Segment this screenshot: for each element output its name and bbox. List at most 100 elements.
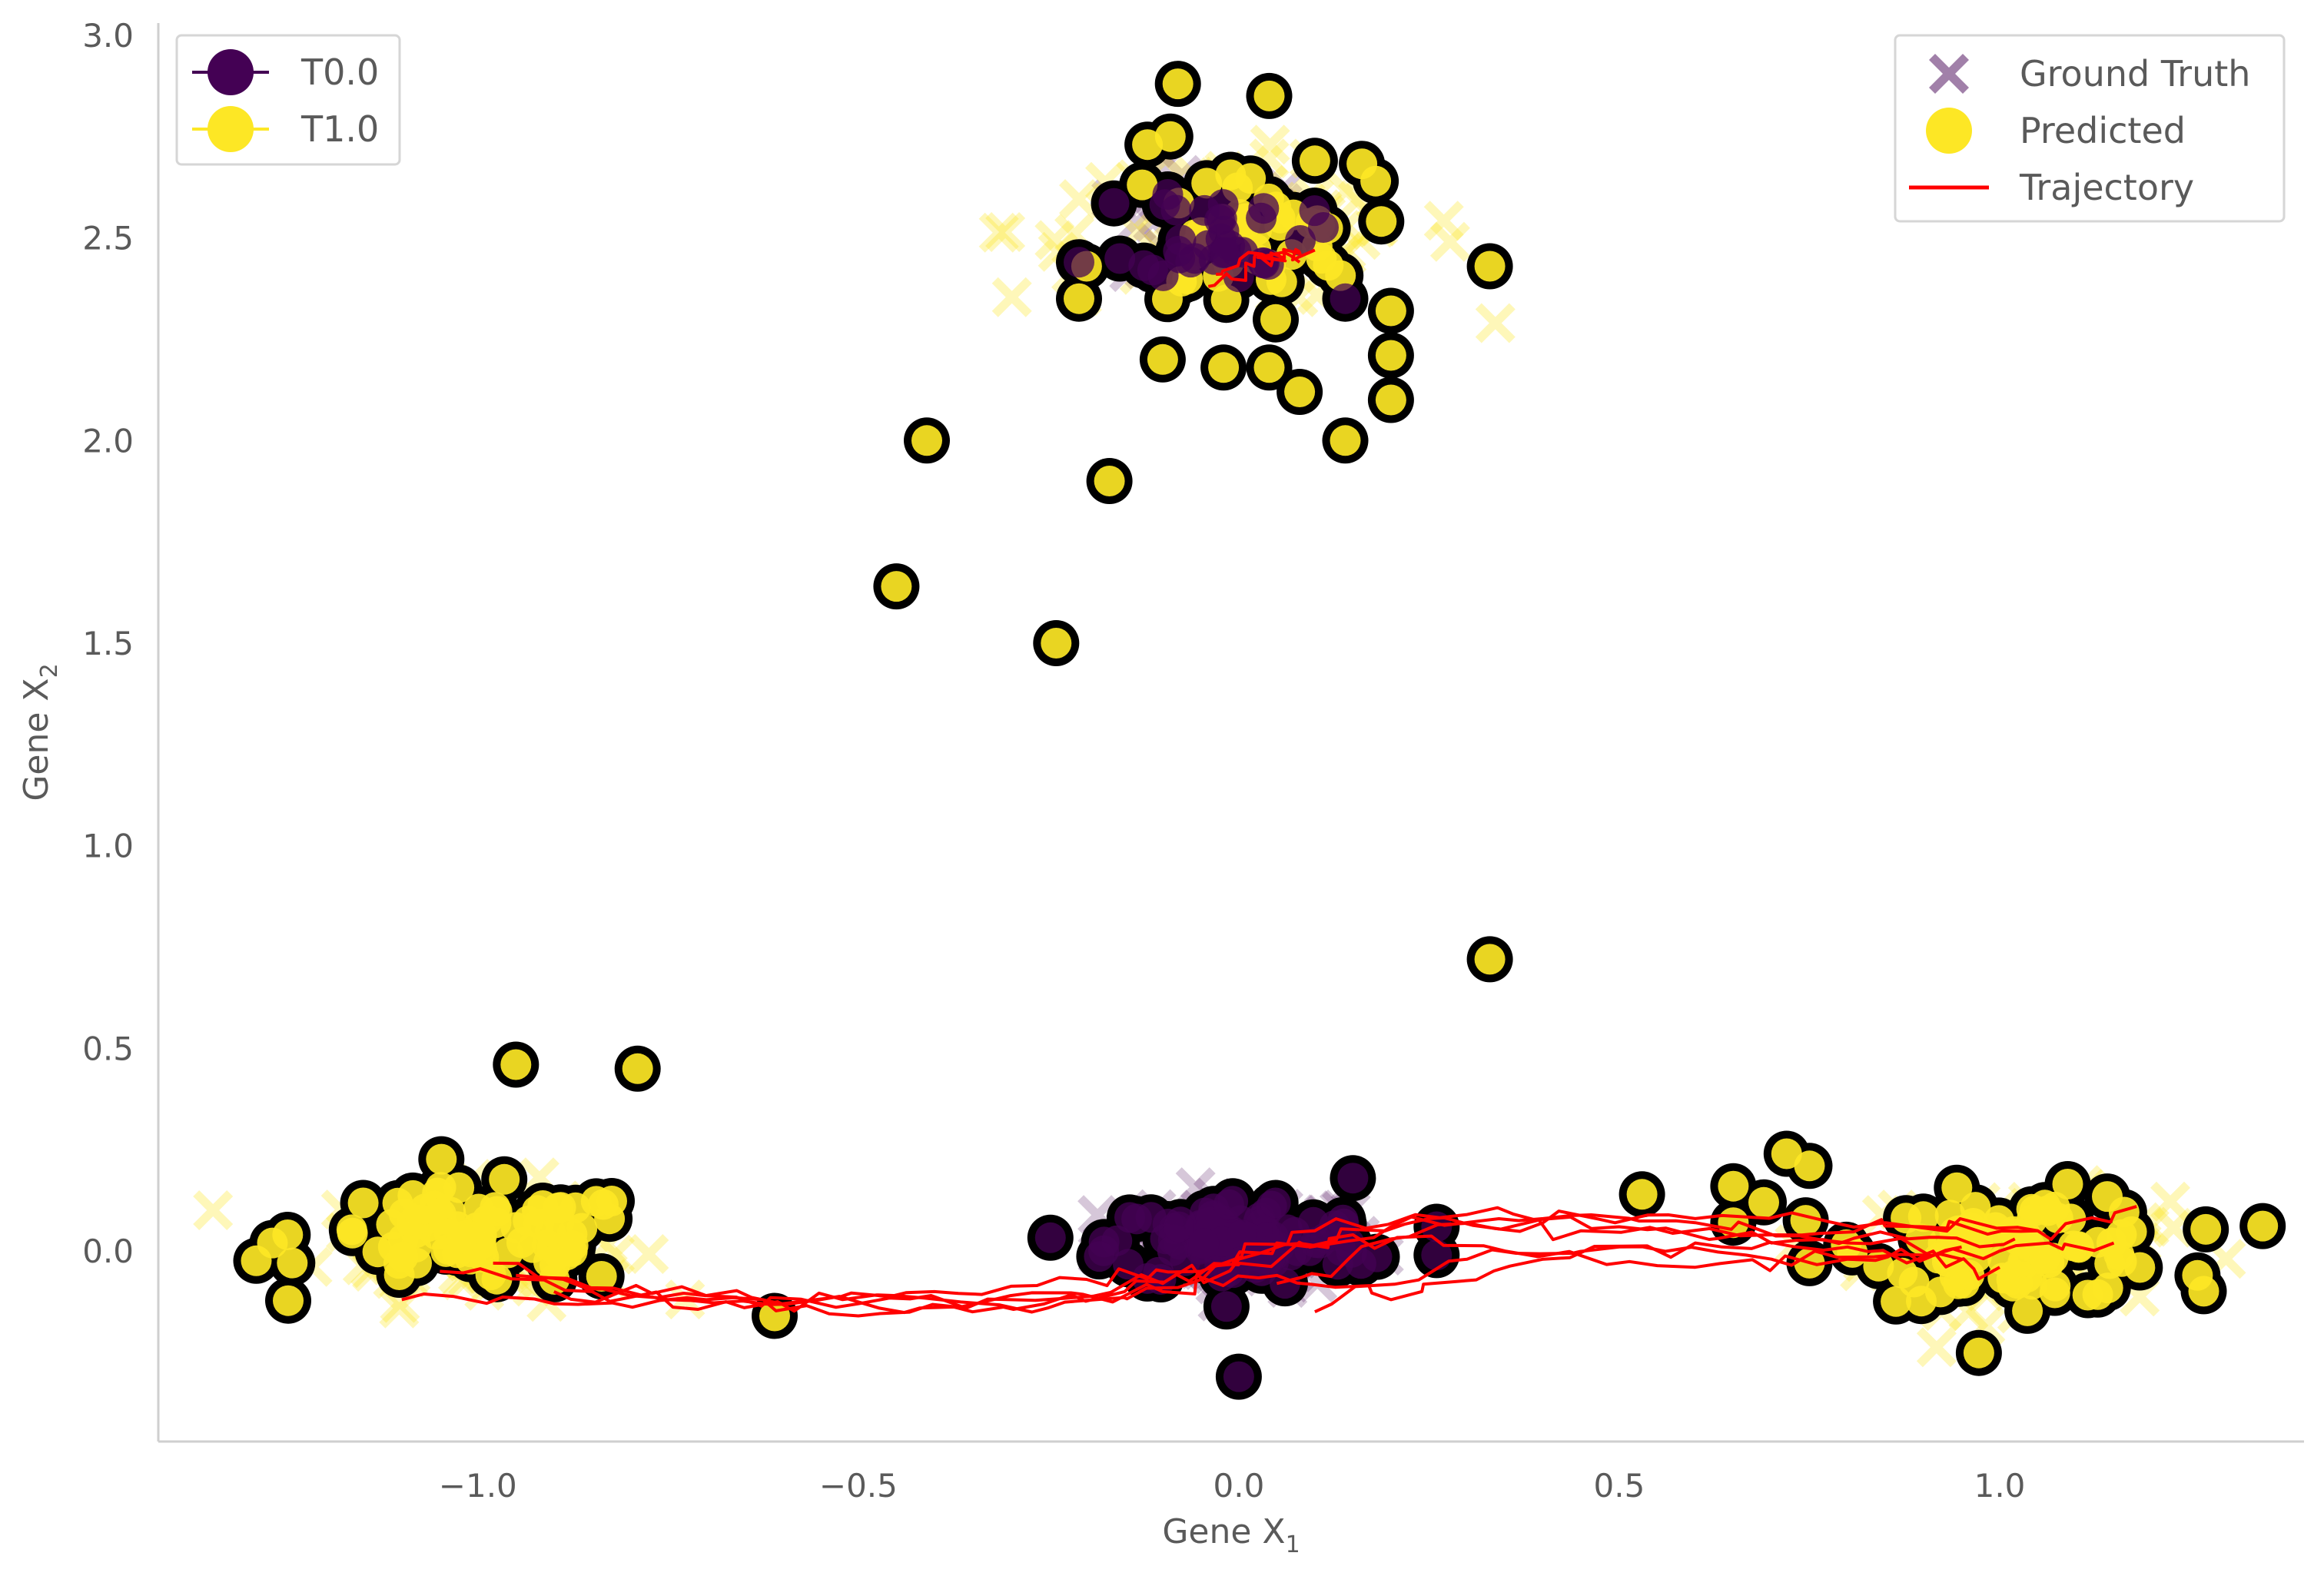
trajectory-line [1216, 251, 1301, 276]
prediction-marker [1217, 1186, 1249, 1217]
ground-truth-marker [2153, 1207, 2194, 1248]
prediction-marker [1907, 1201, 1939, 1233]
prediction-marker [586, 1261, 617, 1292]
ground-truth-marker [1916, 1327, 1957, 1368]
prediction-marker [1210, 284, 1242, 316]
prediction-marker [1064, 247, 1094, 278]
y-tick-labels: 0.0 0.5 1.0 1.5 2.0 2.5 3.0 [82, 17, 134, 1270]
prediction-marker [1162, 68, 1194, 100]
prediction-marker [1235, 163, 1267, 194]
prediction-marker [1300, 1227, 1331, 1259]
prediction-marker [1898, 1266, 1930, 1298]
prediction-marker [557, 1230, 589, 1261]
prediction-marker [2190, 1213, 2222, 1245]
ground-truth-marker [985, 212, 1026, 252]
prediction-marker [1330, 425, 1361, 456]
prediction-marker [1771, 1138, 1802, 1170]
prediction-marker [2052, 1169, 2083, 1199]
prediction-marker [1191, 168, 1223, 199]
prediction-marker [1210, 1291, 1242, 1322]
ground-truth-marker [629, 1234, 669, 1274]
legend-t0-label: T0.0 [300, 51, 379, 93]
prediction-marker [1794, 1150, 1825, 1182]
trajectory-line [1276, 1205, 2137, 1286]
ground-truth-marker [978, 212, 1019, 253]
ground-truth-marker [991, 277, 1032, 317]
prediction-marker [1253, 352, 1285, 383]
y-axis-title: Gene X2 [17, 663, 63, 801]
y-tick-label: 1.0 [82, 828, 134, 865]
prediction-marker [588, 1189, 619, 1220]
prediction-marker [387, 1241, 419, 1272]
prediction-marker [1064, 283, 1094, 314]
prediction-marker [1223, 1361, 1254, 1392]
prediction-marker [1375, 384, 1406, 416]
prediction-marker [1285, 225, 1316, 256]
prediction-marker [1790, 1205, 1821, 1236]
prediction-marker [410, 1193, 440, 1225]
y-tick-label: 0.5 [82, 1030, 134, 1067]
prediction-marker [1474, 251, 1506, 282]
prediction-marker [489, 1163, 520, 1195]
legend-t0-marker [208, 49, 254, 95]
prediction-marker [1253, 80, 1285, 111]
prediction-marker [2094, 1248, 2126, 1279]
legend-predicted-marker [1926, 108, 1972, 154]
prediction-marker [277, 1247, 308, 1279]
prediction-marker [1154, 121, 1186, 152]
prediction-marker [2012, 1295, 2043, 1326]
prediction-marker [1375, 340, 1406, 371]
prediction-marker [1361, 1241, 1393, 1272]
x-tick-label: 1.0 [1974, 1467, 2026, 1505]
legend-predicted-label: Predicted [2020, 110, 2186, 151]
x-tick-label: 0.5 [1594, 1467, 1645, 1505]
prediction-marker [2029, 1243, 2060, 1274]
y-tick-label: 0.0 [82, 1233, 134, 1270]
trajectory-line [553, 1240, 1962, 1309]
x-axis-title-subscript: 1 [1286, 1531, 1300, 1558]
trajectory-layer [401, 247, 2137, 1318]
prediction-marker [500, 1049, 532, 1080]
prediction-marker [1208, 352, 1240, 383]
ground-truth-marker [193, 1190, 234, 1230]
plot-area [193, 61, 2286, 1400]
trajectory-line [516, 1233, 1962, 1315]
prediction-marker [1098, 187, 1130, 219]
prediction-marker [622, 1053, 653, 1084]
prediction-marker [1160, 194, 1192, 226]
prediction-marker [2072, 1279, 2103, 1311]
prediction-marker [1210, 237, 1241, 268]
prediction-marker [480, 1192, 511, 1223]
prediction-marker [1206, 203, 1237, 234]
prediction-marker [1227, 1219, 1257, 1251]
prediction-marker [1366, 206, 1397, 237]
legend-ground-truth-label: Ground Truth [2020, 53, 2250, 95]
prediction-marker [1260, 304, 1291, 335]
legend-t1-label: T1.0 [300, 108, 379, 150]
legend-ground-truth-marker [1929, 54, 1969, 94]
prediction-marker [1094, 466, 1125, 496]
ground-truth-marker [1429, 221, 1470, 262]
prediction-marker [1330, 283, 1361, 314]
prediction-marker [2039, 1277, 2070, 1309]
y-axis-title-main: Gene X [17, 678, 56, 801]
prediction-marker [1718, 1170, 1749, 1202]
prediction-marker [1163, 1211, 1194, 1243]
prediction-marker [1748, 1186, 1779, 1218]
prediction-marker [1626, 1179, 1658, 1210]
y-tick-label: 2.5 [82, 220, 134, 257]
prediction-marker [1104, 243, 1136, 274]
x-tick-label: −0.5 [819, 1467, 898, 1505]
y-tick-label: 2.0 [82, 422, 134, 460]
legend-trajectory-label: Trajectory [2019, 167, 2194, 208]
prediction-marker [1375, 295, 1406, 327]
x-tick-labels: −1.0 −0.5 0.0 0.5 1.0 [439, 1467, 2026, 1505]
prediction-marker [492, 1237, 523, 1269]
prediction-marker [1322, 1249, 1353, 1280]
y-tick-label: 3.0 [82, 17, 134, 55]
trajectory-line [493, 1206, 2016, 1306]
prediction-marker [1127, 169, 1158, 201]
prediction-marker [1034, 1222, 1066, 1253]
prediction-marker [1284, 377, 1316, 407]
